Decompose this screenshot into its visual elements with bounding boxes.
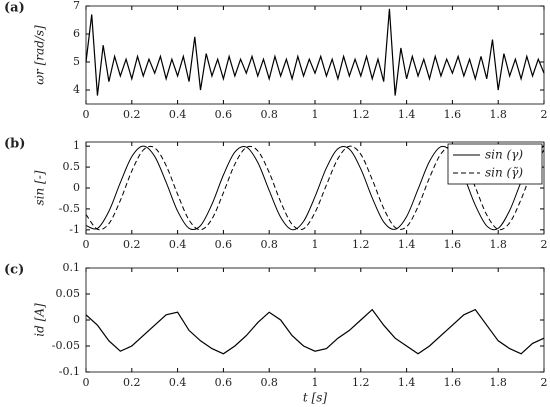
y-tick-label: 7 <box>73 0 80 12</box>
x-tick-label: 1 <box>312 238 319 251</box>
x-tick-label: 1.6 <box>444 108 462 121</box>
y-tick-label: 0 <box>73 181 80 194</box>
y-tick-label: 0 <box>73 313 80 326</box>
x-tick-label: 2 <box>541 376 548 389</box>
x-tick-label: 2 <box>541 238 548 251</box>
y-tick-label: -1 <box>69 223 80 236</box>
x-tick-label: 0 <box>83 108 90 121</box>
x-tick-label: 0.4 <box>169 108 187 121</box>
x-tick-label: 0.4 <box>169 238 187 251</box>
y-tick-label: -0.05 <box>52 339 80 352</box>
x-tick-label: 1.2 <box>352 238 370 251</box>
x-tick-label: 1.2 <box>352 108 370 121</box>
y-axis-label: ωr [rad/s] <box>33 25 47 85</box>
x-tick-label: 1 <box>312 108 319 121</box>
x-tick-label: 1.6 <box>444 376 462 389</box>
y-tick-label: -0.1 <box>59 365 80 378</box>
x-tick-label: 1.8 <box>489 108 507 121</box>
x-tick-label: 0.6 <box>215 376 233 389</box>
x-tick-label: 1.8 <box>489 238 507 251</box>
y-tick-label: -0.5 <box>59 202 80 215</box>
panel-label: (c) <box>4 263 24 278</box>
x-tick-label: 0.2 <box>123 108 141 121</box>
data-line <box>85 308 545 355</box>
x-tick-label: 0 <box>83 238 90 251</box>
y-tick-label: 5 <box>73 55 80 68</box>
x-tick-label: 0.8 <box>260 376 278 389</box>
x-axis-label: t [s] <box>303 391 327 405</box>
legend-label: sin (γ) <box>485 148 523 162</box>
y-axis-label: sin [-] <box>33 170 47 205</box>
legend-label: sin (γ̃) <box>485 166 523 180</box>
x-tick-label: 0.6 <box>215 108 233 121</box>
y-tick-label: 4 <box>73 83 80 96</box>
x-tick-label: 0.2 <box>123 376 141 389</box>
legend-box <box>447 143 543 185</box>
x-tick-label: 0.6 <box>215 238 233 251</box>
y-tick-label: 0.5 <box>63 160 81 173</box>
panel-label: (b) <box>4 137 25 152</box>
x-tick-label: 1.4 <box>398 108 416 121</box>
data-line <box>85 145 545 231</box>
x-tick-label: 2 <box>541 108 548 121</box>
y-tick-label: 6 <box>73 27 80 40</box>
y-tick-label: 0.05 <box>56 287 81 300</box>
y-tick-label: 1 <box>73 139 80 152</box>
x-tick-label: 1.8 <box>489 376 507 389</box>
x-tick-label: 1 <box>312 376 319 389</box>
x-tick-label: 0.8 <box>260 238 278 251</box>
data-line <box>85 8 545 96</box>
y-axis-label: id [A] <box>33 303 47 337</box>
y-tick-label: 0.1 <box>63 261 81 274</box>
x-tick-label: 1.6 <box>444 238 462 251</box>
plot-frame <box>85 5 545 105</box>
x-tick-label: 0 <box>83 376 90 389</box>
plot-frame <box>85 141 545 235</box>
x-tick-label: 0.4 <box>169 376 187 389</box>
x-tick-label: 0.2 <box>123 238 141 251</box>
x-tick-label: 1.4 <box>398 238 416 251</box>
x-tick-label: 0.8 <box>260 108 278 121</box>
x-tick-label: 1.2 <box>352 376 370 389</box>
panel-label: (a) <box>4 1 25 16</box>
x-tick-label: 1.4 <box>398 376 416 389</box>
plot-frame <box>85 267 545 373</box>
data-line <box>85 145 545 231</box>
